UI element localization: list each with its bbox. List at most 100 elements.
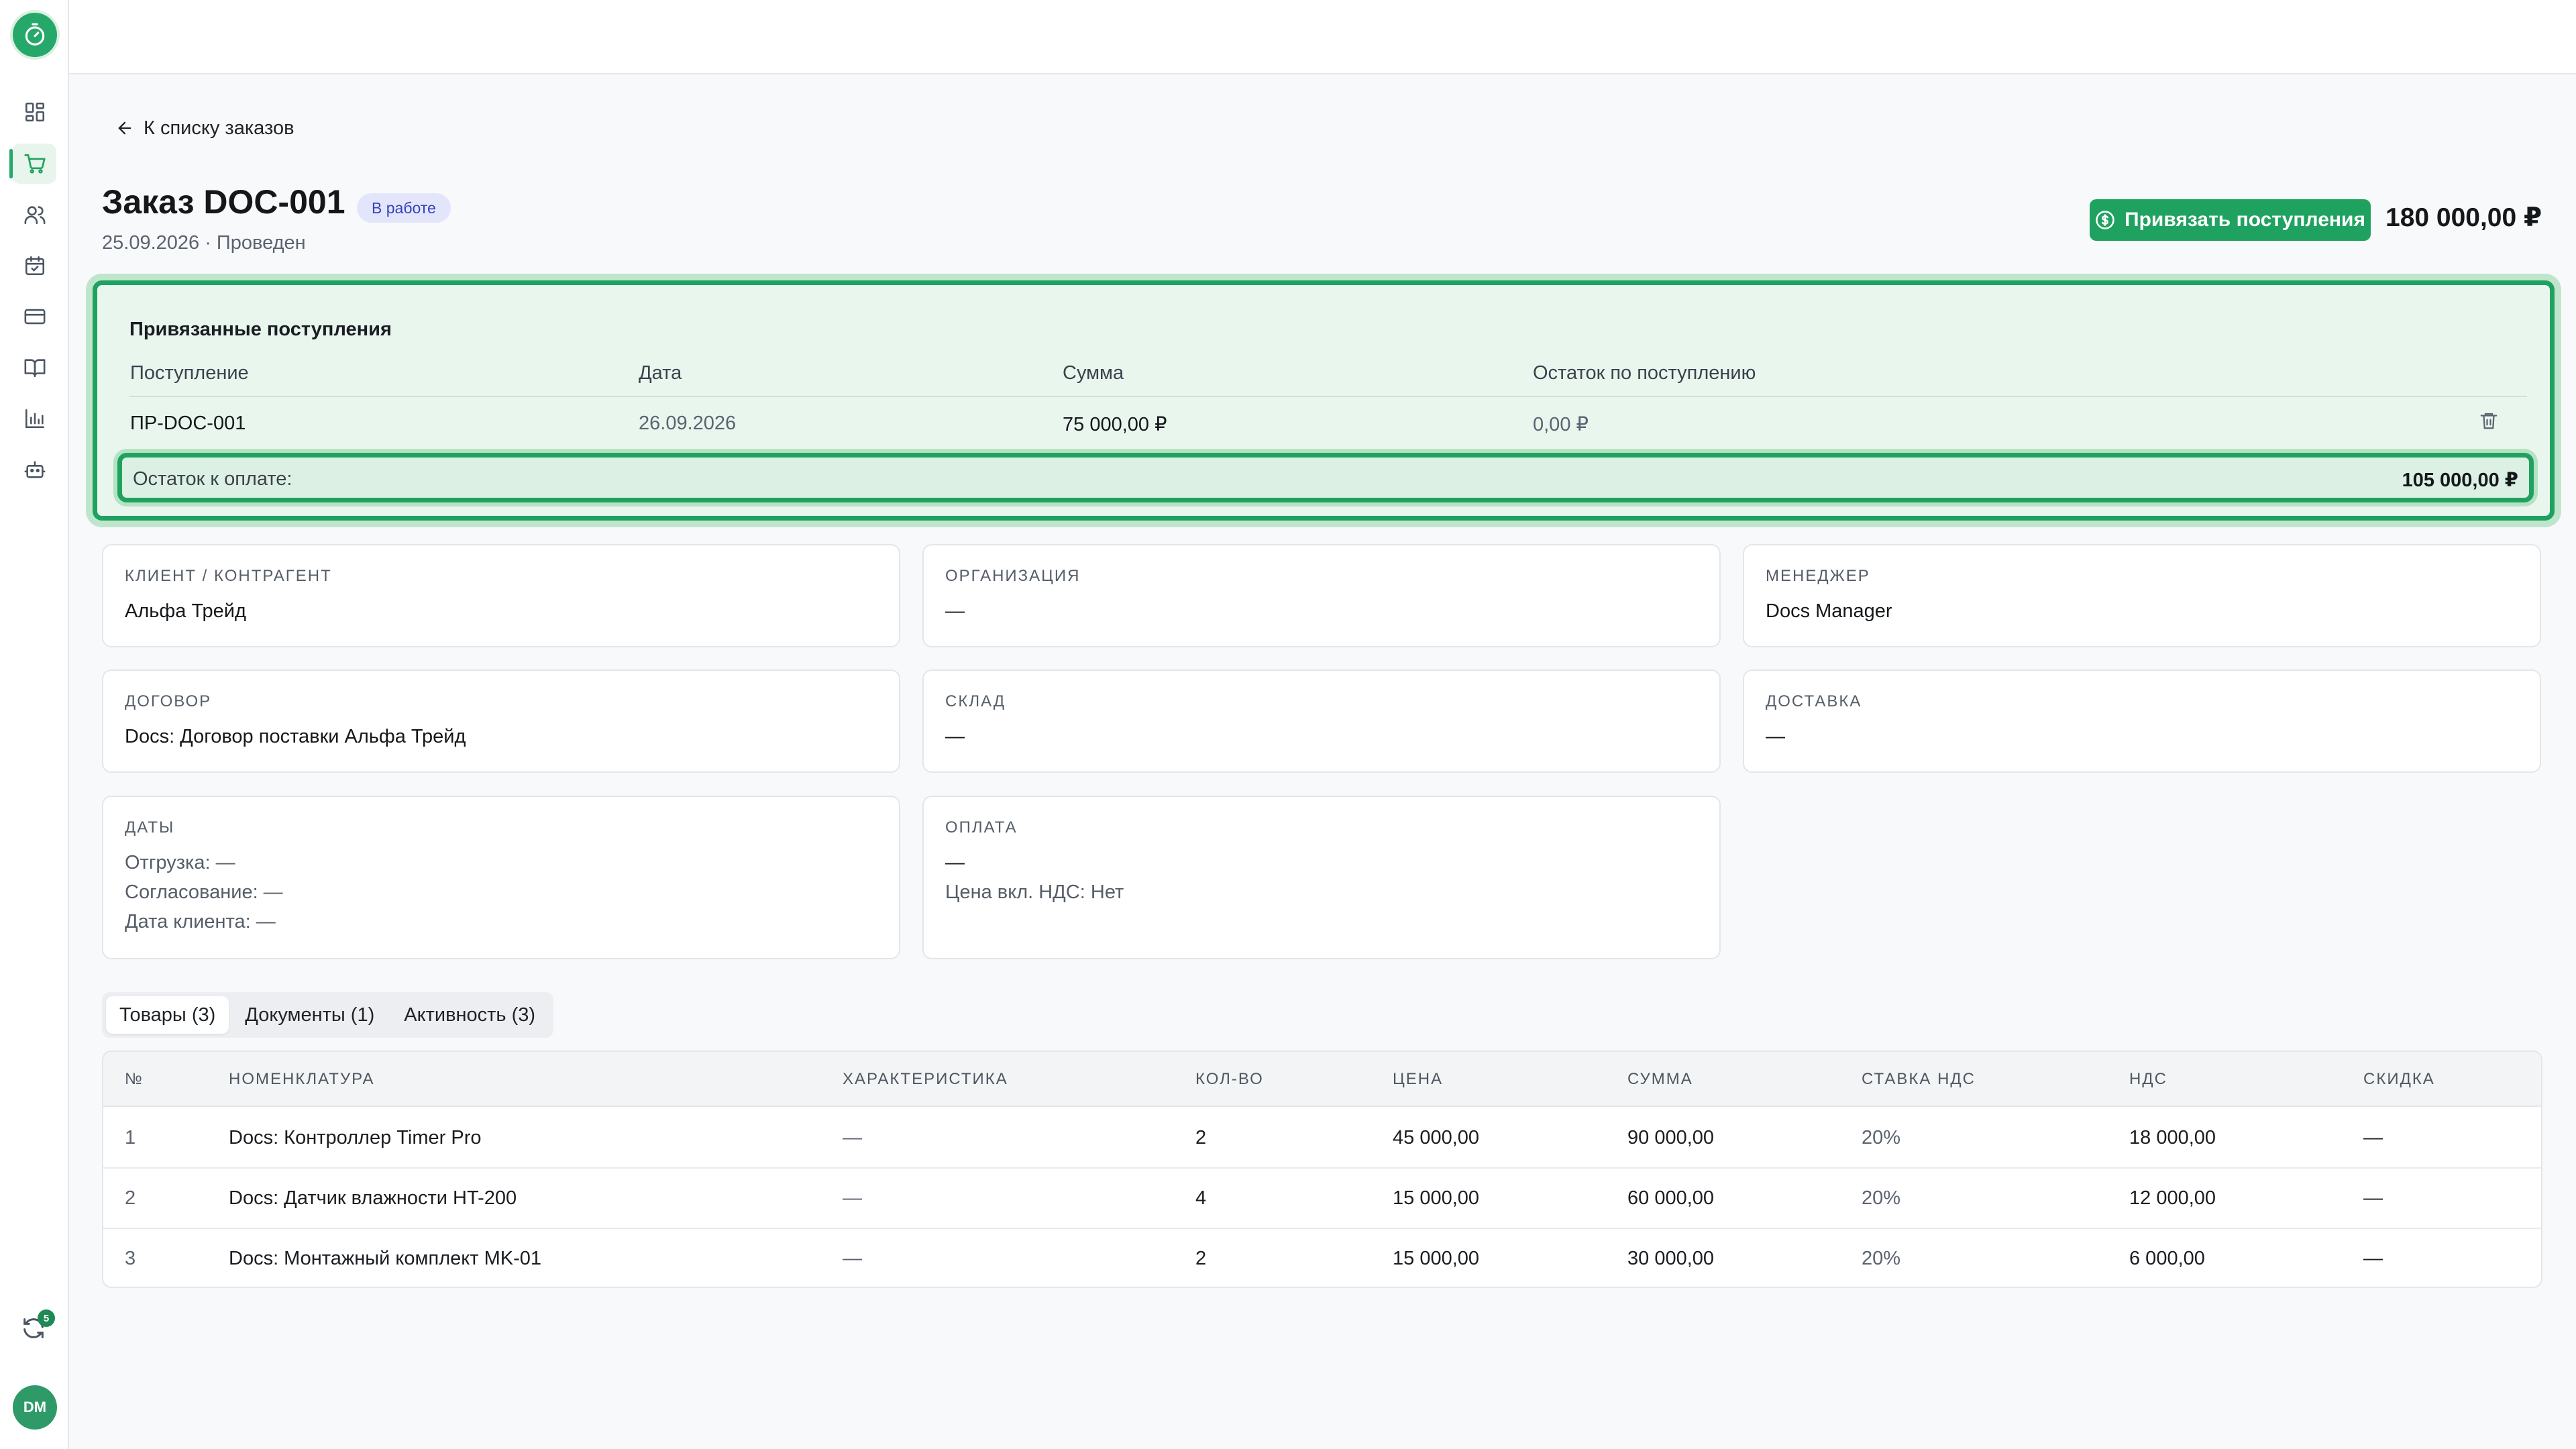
dates-card: Даты Отгрузка: — Согласование: — Дата кл… <box>102 796 900 959</box>
client-date: Дата клиента: — <box>125 911 276 932</box>
arrow-left-icon <box>118 121 131 135</box>
sidebar: 5 DM <box>0 0 69 1449</box>
row-discount: — <box>2363 1248 2383 1269</box>
delivery-card: Доставка — <box>1743 669 2541 773</box>
order-subtitle: 25.09.2026 · Проведен <box>102 232 306 254</box>
table-row[interactable]: 3 Docs: Монтажный комплект MK-01 — 2 15 … <box>103 1229 2541 1287</box>
card-label: Доставка <box>1766 692 1862 710</box>
tab-documents[interactable]: Документы (1) <box>245 1004 375 1026</box>
tab-products[interactable]: Товары (3) <box>106 996 229 1034</box>
row-sum: 90 000,00 <box>1627 1127 1715 1148</box>
card-label: Менеджер <box>1766 567 1870 585</box>
row-price: 15 000,00 <box>1393 1187 1480 1209</box>
table-header: № Номенклатура Характеристика Кол-во Цен… <box>103 1052 2541 1107</box>
row-quantity: 2 <box>1195 1127 1207 1148</box>
payment-value: — <box>945 852 965 873</box>
card-label: Оплата <box>945 818 1018 837</box>
users-icon[interactable] <box>20 200 50 229</box>
row-characteristic: — <box>843 1187 862 1209</box>
card-label: Склад <box>945 692 1006 710</box>
delivery-value: — <box>1766 726 1785 747</box>
back-link-label: К списку заказов <box>144 117 294 139</box>
card-label: Договор <box>125 692 212 710</box>
avatar[interactable]: DM <box>13 1385 57 1430</box>
col-receipt: Поступление <box>130 362 249 384</box>
dashboard-icon[interactable] <box>20 97 50 127</box>
row-sum: 30 000,00 <box>1627 1248 1715 1269</box>
warehouse-card: Склад — <box>922 669 1721 773</box>
row-quantity: 4 <box>1195 1187 1207 1209</box>
order-total: 180 000,00 ₽ <box>2385 203 2542 232</box>
items-table: № Номенклатура Характеристика Кол-во Цен… <box>102 1051 2542 1288</box>
link-receipts-label: Привязать поступления <box>2125 209 2365 231</box>
payment-card: Оплата — Цена вкл. НДС: Нет <box>922 796 1721 959</box>
linked-receipts-title: Привязанные поступления <box>129 319 392 340</box>
table-row[interactable]: 1 Docs: Контроллер Timer Pro — 2 45 000,… <box>103 1108 2541 1169</box>
row-price: 15 000,00 <box>1393 1248 1480 1269</box>
contract-value[interactable]: Docs: Договор поставки Альфа Трейд <box>125 726 466 747</box>
row-price: 45 000,00 <box>1393 1127 1480 1148</box>
tabs: Товары (3) Документы (1) Активность (3) <box>102 992 553 1038</box>
th-sum: Сумма <box>1627 1070 1693 1088</box>
linked-receipts-panel: Привязанные поступления Поступление Дата… <box>93 280 2555 521</box>
cart-icon[interactable] <box>20 149 50 178</box>
calendar-icon[interactable] <box>20 251 50 280</box>
th-discount: Скидка <box>2363 1070 2435 1088</box>
dollar-circle-icon <box>2096 211 2114 229</box>
link-receipts-button[interactable]: Привязать поступления <box>2090 199 2371 241</box>
col-date: Дата <box>639 362 682 384</box>
col-amount: Сумма <box>1063 362 1124 384</box>
row-name: Docs: Контроллер Timer Pro <box>229 1127 482 1148</box>
vat-note: Цена вкл. НДС: Нет <box>945 881 1124 903</box>
th-quantity: Кол-во <box>1195 1070 1264 1088</box>
back-to-orders-link[interactable]: К списку заказов <box>115 114 294 142</box>
approval-date: Согласование: — <box>125 881 283 903</box>
row-number: 3 <box>125 1248 136 1269</box>
manager-value: Docs Manager <box>1766 600 1892 622</box>
row-vat-rate: 20% <box>1862 1248 1901 1269</box>
top-bar <box>69 0 2576 74</box>
receipt-amount: 75 000,00 ₽ <box>1063 414 1167 435</box>
row-characteristic: — <box>843 1248 862 1269</box>
row-sum: 60 000,00 <box>1627 1187 1715 1209</box>
page-title: Заказ DOC-001 <box>102 183 345 221</box>
row-name: Docs: Монтажный комплект MK-01 <box>229 1248 542 1269</box>
row-vat-rate: 20% <box>1862 1187 1901 1209</box>
row-number: 1 <box>125 1127 136 1148</box>
remaining-to-pay-bar: Остаток к оплате: 105 000,00 ₽ <box>117 453 2534 502</box>
contract-card: Договор Docs: Договор поставки Альфа Тре… <box>102 669 900 773</box>
organization-value: — <box>945 600 965 622</box>
active-nav-highlight <box>12 144 56 184</box>
tab-activity[interactable]: Активность (3) <box>404 1004 536 1026</box>
client-value[interactable]: Альфа Трейд <box>125 600 246 622</box>
receipt-date: 26.09.2026 <box>639 413 737 434</box>
manager-card: Менеджер Docs Manager <box>1743 544 2541 647</box>
sync-badge: 5 <box>38 1309 55 1327</box>
app-logo-stopwatch-icon[interactable] <box>13 13 57 57</box>
row-vat: 12 000,00 <box>2129 1187 2216 1209</box>
organization-card: Организация — <box>922 544 1721 647</box>
card-label: Клиент / контрагент <box>125 567 332 585</box>
row-vat: 6 000,00 <box>2129 1248 2205 1269</box>
status-badge: В работе <box>357 193 451 223</box>
sync-icon[interactable]: 5 <box>20 1309 55 1344</box>
th-characteristic: Характеристика <box>843 1070 1008 1088</box>
client-card: Клиент / контрагент Альфа Трейд <box>102 544 900 647</box>
row-characteristic: — <box>843 1127 862 1148</box>
trash-icon[interactable] <box>2475 407 2502 434</box>
book-icon[interactable] <box>20 353 50 382</box>
card-label: Организация <box>945 567 1081 585</box>
credit-card-icon[interactable] <box>20 302 50 331</box>
card-label: Даты <box>125 818 175 837</box>
shipment-date: Отгрузка: — <box>125 852 235 873</box>
row-quantity: 2 <box>1195 1248 1207 1269</box>
row-vat-rate: 20% <box>1862 1127 1901 1148</box>
chart-icon[interactable] <box>20 404 50 433</box>
row-number: 2 <box>125 1187 136 1209</box>
receipt-number[interactable]: ПР-DOC-001 <box>130 413 246 434</box>
row-discount: — <box>2363 1127 2383 1148</box>
table-row[interactable]: 2 Docs: Датчик влажности HT-200 — 4 15 0… <box>103 1169 2541 1229</box>
remaining-value: 105 000,00 ₽ <box>2402 470 2518 491</box>
row-vat: 18 000,00 <box>2129 1127 2216 1148</box>
robot-icon[interactable] <box>20 455 50 484</box>
